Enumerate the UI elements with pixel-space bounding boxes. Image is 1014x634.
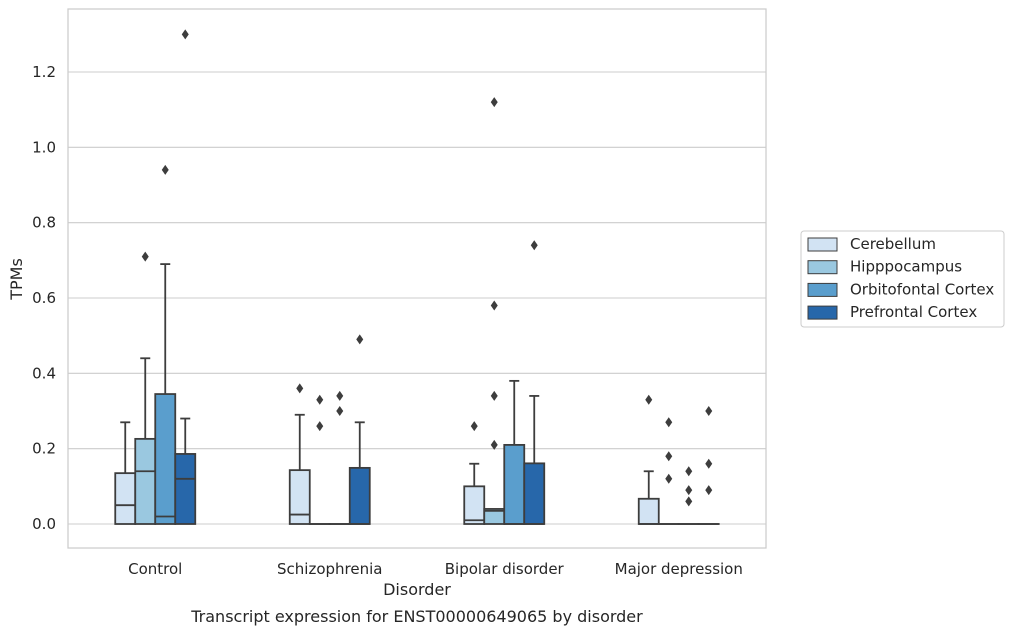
box-0-1	[288, 383, 311, 525]
box-body	[637, 497, 660, 525]
box-body	[503, 443, 526, 525]
box-body	[114, 472, 137, 525]
x-tick-label: Bipolar disorder	[445, 560, 565, 578]
box-1-1	[308, 394, 331, 525]
outlier-point	[530, 240, 538, 251]
y-axis-ticks: 0.0 0.2 0.4 0.6 0.8 1.0 1.2	[32, 63, 56, 533]
box-2-0	[154, 164, 177, 525]
legend-label: Cerebellum	[850, 235, 936, 253]
legend-swatch	[807, 260, 838, 275]
x-tick-label: Control	[128, 560, 182, 578]
y-tick-label: 0.0	[32, 515, 56, 533]
box-body	[348, 466, 371, 525]
outlier-point	[336, 390, 344, 401]
x-tick-label: Major depression	[615, 560, 743, 578]
box-body	[174, 453, 197, 525]
outlier-point	[665, 473, 673, 484]
legend-swatch	[807, 237, 838, 252]
gridlines	[68, 71, 766, 525]
box-body	[523, 462, 546, 525]
outlier-point	[685, 485, 693, 496]
outlier-point	[645, 394, 653, 405]
box-2-1	[328, 390, 351, 525]
x-axis-ticks: Control Schizophrenia Bipolar disorder Majo…	[128, 560, 743, 578]
box-3-0	[174, 29, 197, 525]
legend-swatch	[807, 282, 838, 297]
y-axis-title: TPMs	[7, 258, 26, 301]
outlier-point	[356, 334, 364, 345]
x-axis-title: Disorder	[383, 580, 451, 599]
outlier-point	[336, 406, 344, 416]
box-0-0	[114, 421, 137, 525]
outlier-point	[316, 394, 324, 405]
legend-label: Prefrontal Cortex	[850, 303, 977, 321]
outlier-point	[705, 485, 713, 496]
outlier-point	[316, 421, 324, 432]
outlier-point	[705, 458, 713, 469]
outlier-point	[490, 97, 498, 108]
legend: Cerebellum Hipppocampus Orbitofontal Corte…	[800, 230, 1005, 328]
y-tick-label: 0.2	[32, 440, 56, 458]
chart-caption: Transcript expression for ENST0000064906…	[190, 607, 643, 626]
x-tick-label: Schizophrenia	[277, 560, 382, 578]
box-1-2	[483, 97, 506, 525]
legend-label: Orbitofontal Cortex	[850, 280, 994, 298]
outlier-point	[141, 251, 149, 262]
y-tick-label: 0.4	[32, 364, 56, 382]
outlier-point	[665, 417, 673, 428]
outlier-point	[161, 164, 169, 175]
box-2-2	[503, 379, 526, 525]
box-3-3	[697, 406, 720, 525]
outlier-point	[665, 451, 673, 462]
outlier-point	[685, 496, 693, 507]
box-series	[114, 29, 720, 525]
box-body	[463, 485, 486, 525]
y-tick-label: 1.2	[32, 63, 56, 81]
y-tick-label: 1.0	[32, 138, 56, 156]
y-tick-label: 0.8	[32, 214, 56, 232]
box-body	[154, 393, 177, 525]
outlier-point	[296, 383, 304, 394]
outlier-point	[705, 406, 713, 416]
outlier-point	[685, 466, 693, 477]
box-2-3	[677, 466, 700, 525]
legend-label: Hipppocampus	[850, 258, 962, 276]
legend-frame	[800, 230, 1005, 328]
plot-frame	[67, 8, 767, 549]
outlier-point	[181, 29, 189, 40]
y-tick-label: 0.6	[32, 289, 56, 307]
outlier-point	[490, 439, 498, 450]
box-0-3	[637, 394, 660, 525]
outlier-point	[470, 421, 478, 432]
outlier-point	[490, 390, 498, 401]
legend-swatch	[807, 305, 838, 320]
box-3-2	[523, 240, 546, 525]
box-body	[134, 437, 157, 525]
box-1-0	[134, 251, 157, 525]
box-1-3	[657, 417, 680, 525]
box-0-2	[463, 421, 486, 525]
box-3-1	[348, 334, 371, 525]
outlier-point	[490, 300, 498, 311]
box-body	[288, 469, 311, 525]
